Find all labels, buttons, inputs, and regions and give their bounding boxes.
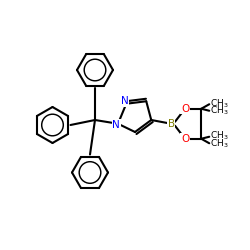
Text: N: N: [112, 120, 120, 130]
Text: B: B: [168, 119, 175, 129]
Text: O: O: [181, 104, 189, 114]
Text: CH$_3$: CH$_3$: [210, 130, 229, 142]
Text: CH$_3$: CH$_3$: [210, 105, 229, 118]
Text: N: N: [121, 96, 129, 106]
Text: CH$_3$: CH$_3$: [210, 97, 229, 110]
Text: CH$_3$: CH$_3$: [210, 138, 229, 150]
Text: O: O: [181, 134, 189, 144]
